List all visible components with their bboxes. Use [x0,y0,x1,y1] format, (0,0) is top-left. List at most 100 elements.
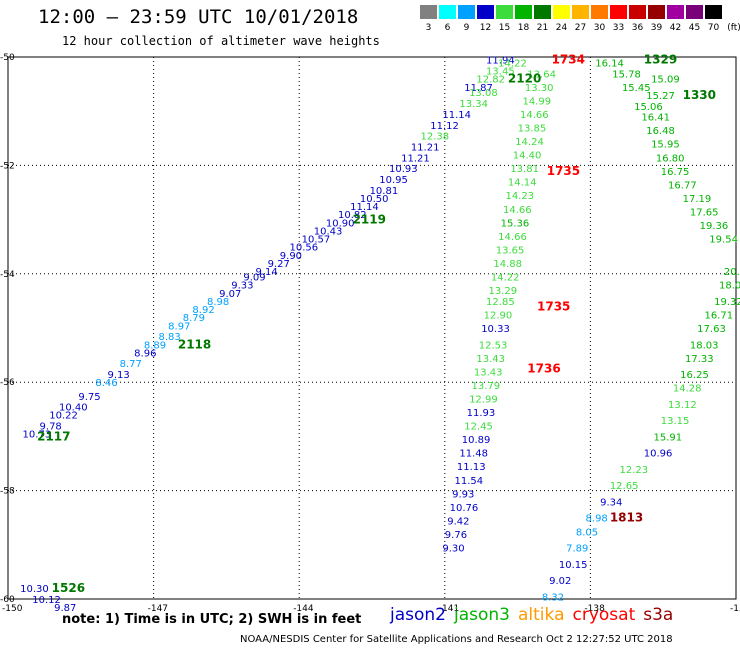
pass-time-label: 2118 [178,337,211,351]
swh-value-label: 10.81 [370,186,399,197]
swh-value-label: 11.21 [411,142,440,153]
swh-value-label: 7.89 [566,544,588,555]
color-swatch-label: 3 [425,23,432,33]
color-swatch-label: 45 [688,23,701,33]
color-swatch-label: 12 [479,23,492,33]
swh-value-label: 20.30 [724,267,740,278]
chart-subtitle: 12 hour collection of altimeter wave hei… [62,34,380,48]
swh-value-label: 11.48 [459,449,488,460]
swh-value-label: 11.54 [455,476,484,487]
swh-value-label: 13.65 [496,245,525,256]
swh-value-label: 9.78 [40,422,62,433]
swh-value-label: 15.78 [612,69,641,80]
pass-time-label: 1813 [610,511,643,525]
swh-value-label: 10.30 [20,584,49,595]
color-swatch-label: 33 [612,23,625,33]
swh-value-label: 8.98 [207,297,229,308]
swh-value-label: 12.85 [486,297,515,308]
swh-value-label: 12.90 [484,310,513,321]
swh-value-label: 13.79 [471,381,500,392]
swh-value-label: 10.56 [289,243,318,254]
color-swatch-label: 36 [631,23,644,33]
swh-value-label: 16.48 [646,126,675,137]
color-swatch [458,5,475,19]
swh-value-label: 10.89 [462,435,491,446]
swh-value-label: 13.29 [488,286,517,297]
swh-value-label: 11.13 [457,462,486,473]
swh-value-label: 10.93 [389,164,418,175]
swh-value-label: 11.87 [464,83,493,94]
swh-value-label: 10.33 [481,324,510,335]
color-swatch [534,5,551,19]
color-swatch-label: 6 [444,23,451,33]
swh-value-label: 8.92 [192,305,214,316]
y-tick-label: -60 [0,595,15,605]
x-tick-label: -147 [148,604,168,614]
swh-value-label: 11.93 [467,408,496,419]
swh-value-label: 13.12 [668,400,697,411]
swh-value-label: 15.36 [501,218,530,229]
swh-value-label: 9.87 [54,603,76,614]
pass-time-label: 2117 [37,429,70,443]
color-swatch [629,5,646,19]
swh-value-label: 9.30 [442,544,464,555]
swh-value-label: 15.27 [646,91,675,102]
color-swatch [686,5,703,19]
swh-value-label: 15.91 [653,432,682,443]
y-tick-label: -56 [0,378,15,388]
swh-value-label: 8.77 [120,359,142,370]
plot-border [7,56,737,600]
credit-line: NOAA/NESDIS Center for Satellite Applica… [240,634,673,645]
swh-value-label: 9.34 [600,497,622,508]
swh-value-label: 19.54 [709,235,738,246]
swh-value-label: 8.97 [168,321,190,332]
swh-value-label: 13.43 [476,354,505,365]
swh-value-label: 17.33 [685,354,714,365]
swh-value-label: 10.73 [23,430,52,441]
color-swatch [610,5,627,19]
color-swatch [496,5,513,19]
swh-value-label: 10.15 [559,560,588,571]
y-tick-label: -54 [0,270,15,280]
satellite-legend-item: altika [518,605,565,625]
axis-ticks: -150 -147 -144 -141 -138 -13 -50 -52 -54 -56 -58 -6… [0,53,740,614]
swh-value-label: 17.65 [690,207,719,218]
x-tick-label: -138 [584,604,605,614]
pass-time-label: 1329 [644,53,677,67]
color-swatch-label: 70 [707,23,720,33]
swh-value-label: 14.24 [515,137,544,148]
color-unit-label: (ft) [727,23,740,33]
swh-value-label: 10.96 [644,449,673,460]
swh-value-label: 13.08 [469,88,498,99]
swh-value-label: 11.12 [430,121,459,132]
color-swatch-label: 21 [536,23,549,33]
color-swatch-label: 24 [555,23,568,33]
swh-value-label: 12.45 [464,422,493,433]
swh-value-label: 10.50 [360,194,389,205]
color-swatch-label: 15 [498,23,511,33]
swh-value-label: 8.89 [144,340,166,351]
swh-value-label: 16.77 [668,180,697,191]
swh-value-label: 9.75 [78,392,100,403]
swh-value-label: 9.76 [445,530,467,541]
swh-value-label: 8.96 [134,348,156,359]
swh-value-label: 9.09 [243,273,265,284]
swh-value-label: 15.95 [651,140,680,151]
color-swatch [477,5,494,19]
swh-value-label: 16.71 [704,310,733,321]
swh-value-label: 17.19 [683,194,712,205]
swh-value-label: 14.22 [491,273,520,284]
color-swatch-label: 39 [650,23,663,33]
swh-value-label: 12.23 [620,465,649,476]
y-tick-label: -52 [0,161,15,171]
satellite-legend-item: jason3 [454,605,510,625]
swh-value-label: 9.27 [268,259,290,270]
swh-value-label: 12.65 [610,481,639,492]
swh-value-label: 13.34 [459,99,488,110]
pass-time-label: 1330 [683,88,716,102]
color-swatch [667,5,684,19]
swh-value-label: 15.45 [622,83,651,94]
swh-value-label: 14.40 [513,151,542,162]
satellite-legend-item: jason2 [390,605,446,625]
